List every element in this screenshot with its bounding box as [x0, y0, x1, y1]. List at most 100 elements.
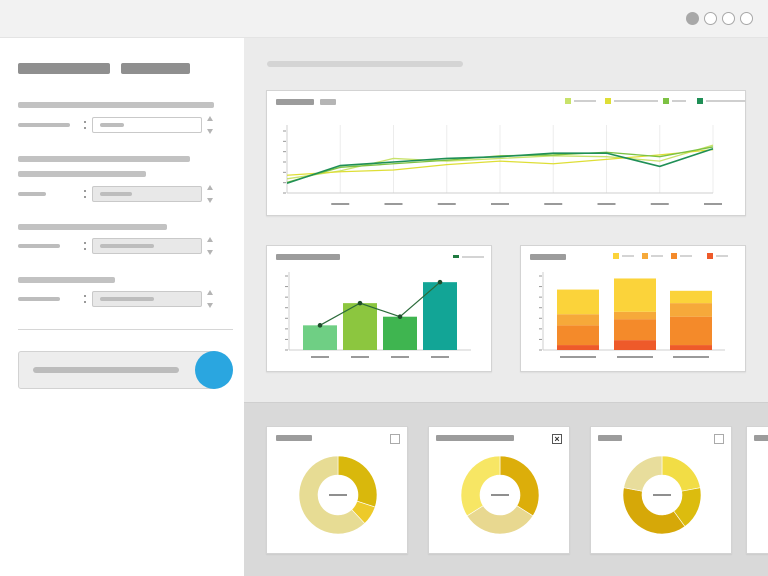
window-dot-1[interactable]: [686, 12, 699, 25]
group-1-input[interactable]: [92, 117, 202, 133]
donut-card-1[interactable]: [266, 426, 408, 554]
group-1-stepper[interactable]: [206, 116, 214, 134]
stacked-chart-card[interactable]: [520, 245, 746, 372]
donut-2-slice-3: [460, 455, 501, 517]
window-dot-2[interactable]: [704, 12, 717, 25]
bar-chart-trend-point-3: [397, 314, 403, 319]
group-3-heading: [18, 224, 167, 230]
stacked-legend-swatch-1: [613, 253, 619, 259]
group-3-stepper[interactable]: [206, 237, 214, 255]
line-chart-title: [276, 99, 314, 105]
bar-1: [303, 325, 337, 350]
panel-divider: [18, 329, 233, 330]
stacked-bar-1-segment-3: [557, 314, 599, 326]
group-1-heading: [18, 102, 214, 108]
stacked-legend-swatch-4: [707, 253, 713, 259]
donut-card-2-close-icon[interactable]: ×: [552, 434, 562, 444]
window-titlebar: [0, 0, 768, 38]
stacked-bar-2-segment-2: [614, 319, 656, 341]
donut-card-2-title: [436, 435, 514, 441]
group-2-colon: [84, 190, 86, 198]
group-2-heading: [18, 156, 190, 162]
donut-card-4[interactable]: [746, 426, 768, 554]
stacked-legend-swatch-2: [642, 253, 648, 259]
donut-1-slice-3: [298, 455, 366, 535]
line-chart-x-tick-label: [491, 203, 509, 205]
group-3-input[interactable]: [92, 238, 202, 254]
line-chart-x-tick-label: [597, 203, 616, 205]
donut-chart-1: [298, 455, 378, 535]
bar-chart-trend-point-2: [357, 300, 363, 306]
window-dot-3[interactable]: [722, 12, 735, 25]
stacked-bar-chart: [539, 253, 728, 358]
window-dot-4[interactable]: [740, 12, 753, 25]
donut-card-1-title: [276, 435, 312, 441]
line-series-3: [286, 146, 714, 183]
donut-3-slice-1: [661, 455, 701, 492]
donut-card-3-checkbox[interactable]: [714, 434, 724, 444]
stacked-bar-3-segment-4: [670, 290, 712, 304]
donut-3-center-label: [653, 494, 671, 496]
stacked-chart-x-tick-label: [560, 356, 596, 358]
donut-card-4-title: [754, 435, 768, 441]
donut-2-center-label: [491, 494, 509, 496]
group-4-label: [18, 297, 60, 301]
line-chart-x-tick-label: [331, 203, 350, 205]
bar-2: [343, 303, 377, 350]
donut-card-1-checkbox[interactable]: [390, 434, 400, 444]
donut-chart-3: [622, 455, 702, 535]
donut-2-slice-2: [466, 505, 534, 535]
group-2-stepper[interactable]: [206, 185, 214, 203]
group-4-stepper[interactable]: [206, 290, 214, 308]
group-1-colon: [84, 121, 86, 129]
group-3-colon: [84, 242, 86, 250]
line-legend-swatch-3: [663, 98, 669, 104]
panel-tab-1[interactable]: [18, 63, 110, 74]
bar-chart-x-tick-label: [391, 356, 409, 358]
stacked-bar-1-segment-2: [557, 325, 599, 346]
bar-chart-trend-point-4: [437, 279, 443, 285]
donut-card-2[interactable]: ×: [428, 426, 570, 554]
donut-3-slice-4: [623, 455, 663, 492]
bar-chart-title: [276, 254, 340, 260]
action-button[interactable]: [195, 351, 233, 389]
dashboard-heading: [267, 61, 463, 67]
donut-2-slice-1: [499, 455, 540, 517]
line-chart-x-tick-label: [544, 203, 563, 205]
donut-3-slice-3: [622, 487, 686, 535]
stacked-bar-1-segment-4: [557, 289, 599, 315]
stacked-bar-1-segment-1: [557, 345, 599, 350]
line-legend-swatch-4: [697, 98, 703, 104]
group-4-colon: [84, 295, 86, 303]
group-1-label: [18, 123, 70, 127]
line-chart-x-tick-label: [704, 203, 722, 205]
line-chart-subtitle: [320, 99, 336, 105]
bar-chart-x-tick-label: [311, 356, 329, 358]
stacked-bar-2-segment-3: [614, 311, 656, 320]
donut-1-center-label: [329, 494, 347, 496]
donut-card-3[interactable]: [590, 426, 732, 554]
line-legend-swatch-1: [565, 98, 571, 104]
stacked-legend-label-1: [622, 255, 634, 257]
bar-chart-card[interactable]: [266, 245, 492, 372]
group-2-input[interactable]: [92, 186, 202, 202]
stacked-legend-label-4: [716, 255, 728, 257]
bar-chart-x-tick-label: [351, 356, 369, 358]
bar-chart-trend-line: [319, 281, 441, 326]
group-3-label: [18, 244, 60, 248]
stacked-chart-x-tick-label: [673, 356, 709, 358]
dashboard-widgets-row: ×: [244, 402, 768, 576]
group-4-input[interactable]: [92, 291, 202, 307]
panel-tab-2[interactable]: [121, 63, 190, 74]
stacked-legend-label-2: [651, 255, 663, 257]
bar-chart-trend-point-1: [317, 323, 323, 328]
stacked-bar-2-segment-1: [614, 340, 656, 350]
line-chart-x-tick-label: [650, 203, 669, 205]
line-legend-label-4: [706, 100, 746, 102]
line-chart-x-tick-label: [384, 203, 403, 205]
stacked-legend-label-3: [680, 255, 692, 257]
donut-1-slice-1: [337, 455, 378, 508]
line-chart-card[interactable]: [266, 90, 746, 216]
stacked-bar-2-segment-4: [614, 278, 656, 312]
search-input[interactable]: [18, 351, 218, 389]
